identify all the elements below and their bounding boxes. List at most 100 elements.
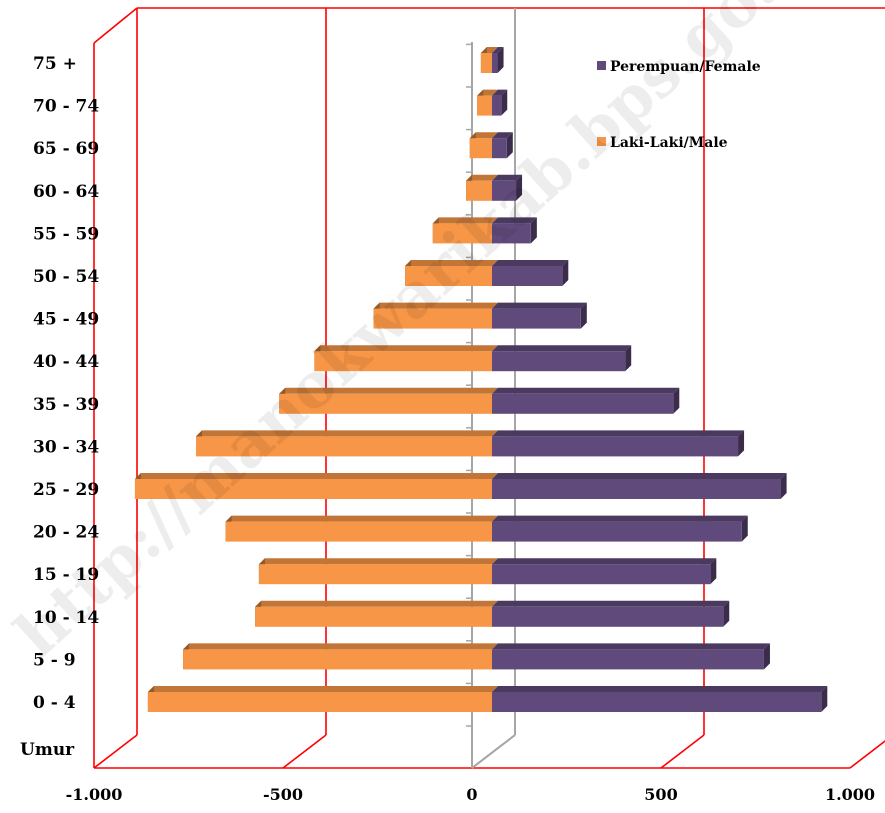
- bar-female: [492, 260, 569, 286]
- bar-top-face: [492, 174, 523, 181]
- category-label: 5 - 9: [33, 650, 76, 670]
- bar-female: [492, 132, 513, 159]
- category-label: 30 - 34: [33, 437, 99, 457]
- bar-front-face: [492, 138, 507, 159]
- bar-female: [492, 643, 770, 670]
- bar-female: [492, 217, 537, 244]
- bar-top-face: [466, 174, 498, 181]
- bar-male: [255, 600, 498, 627]
- category-label: 35 - 39: [33, 395, 99, 415]
- bar-top-face: [225, 515, 498, 522]
- x-tick-label: 0: [466, 785, 477, 804]
- bar-side-face: [506, 132, 513, 159]
- bar-side-face: [710, 558, 717, 585]
- category-label: 50 - 54: [33, 267, 99, 287]
- bar-front-face: [492, 649, 764, 670]
- bar-front-face: [492, 692, 822, 712]
- bar-male: [477, 89, 498, 116]
- bar-side-face: [516, 174, 523, 201]
- bar-side-face: [501, 89, 508, 116]
- bar-front-face: [492, 53, 498, 73]
- category-label: 10 - 14: [33, 608, 99, 628]
- bar-side-face: [780, 473, 787, 499]
- x-tick-label: -500: [263, 785, 303, 804]
- bar-front-face: [469, 138, 492, 159]
- bar-front-face: [466, 180, 492, 201]
- bar-front-face: [492, 308, 581, 329]
- bar-female: [492, 600, 730, 627]
- gridline-floor: [282, 734, 327, 769]
- bar-side-face: [580, 302, 587, 329]
- bar-top-face: [492, 558, 717, 565]
- bar-front-face: [183, 649, 493, 670]
- bar-front-face: [373, 308, 492, 329]
- bar-male: [134, 473, 498, 499]
- bar-male: [469, 132, 498, 159]
- bar-front-face: [477, 95, 492, 116]
- gridline-floor: [93, 734, 138, 769]
- bar-front-face: [480, 53, 492, 73]
- category-label: 75 +: [33, 54, 77, 74]
- category-label: 55 - 59: [33, 224, 99, 244]
- bar-top-face: [492, 89, 508, 96]
- category-label: 65 - 69: [33, 139, 99, 159]
- bar-top-face: [373, 302, 498, 309]
- bar-top-face: [492, 47, 504, 53]
- bar-female: [492, 430, 745, 457]
- bar-front-face: [147, 692, 492, 712]
- bar-top-face: [492, 387, 680, 394]
- bar-top-face: [492, 430, 745, 437]
- gridline-floor: [849, 740, 885, 769]
- bar-front-face: [134, 479, 492, 499]
- bar-front-face: [225, 521, 492, 542]
- gridline-floor: [660, 734, 705, 769]
- bar-male: [196, 430, 498, 457]
- bar-top-face: [492, 260, 569, 266]
- bar-side-face: [723, 600, 730, 627]
- bar-male: [373, 302, 498, 329]
- bar-male: [314, 345, 498, 372]
- bar-front-face: [492, 521, 742, 542]
- bar-front-face: [492, 223, 531, 244]
- bar-top-face: [255, 600, 498, 607]
- bar-top-face: [492, 686, 828, 692]
- bar-layer: [134, 47, 828, 712]
- x-tick-label: 500: [644, 785, 677, 804]
- bar-female: [492, 558, 717, 585]
- bar-male: [279, 387, 498, 414]
- bar-side-face: [530, 217, 537, 244]
- bar-top-face: [492, 345, 632, 352]
- bar-top-face: [258, 558, 498, 565]
- category-label: 40 - 44: [33, 352, 99, 372]
- category-label: 0 - 4: [33, 693, 76, 713]
- bar-male: [480, 47, 498, 73]
- legend-swatch-male: [597, 137, 606, 146]
- bar-side-face: [673, 387, 680, 414]
- x-tick-label: -1.000: [66, 785, 123, 804]
- bar-top-face: [492, 643, 770, 650]
- category-label: 15 - 19: [33, 565, 99, 585]
- bar-side-face: [741, 515, 748, 542]
- label-layer: -1.000 -500 0 500 1.000 0 - 4 5 - 9 10 - 14 15 -…: [33, 54, 875, 804]
- bar-front-face: [492, 564, 711, 585]
- bar-top-face: [134, 473, 498, 479]
- bar-front-face: [492, 606, 724, 627]
- bar-female: [492, 515, 748, 542]
- bar-front-face: [492, 180, 517, 201]
- bar-female: [492, 302, 587, 329]
- bar-side-face: [821, 686, 828, 712]
- legend-label-male: Laki-Laki/Male: [610, 135, 728, 151]
- side-wall-edge: [93, 7, 138, 44]
- bar-male: [225, 515, 498, 542]
- bar-top-face: [147, 686, 498, 692]
- bar-male: [183, 643, 499, 670]
- bar-side-face: [497, 47, 504, 73]
- bar-male: [405, 260, 498, 286]
- category-axis-title: Umur: [20, 740, 75, 760]
- bar-top-face: [405, 260, 498, 266]
- bar-male: [258, 558, 498, 585]
- legend: Perempuan/Female Laki-Laki/Male: [597, 59, 761, 151]
- legend-swatch-female: [597, 61, 606, 70]
- bar-top-face: [492, 302, 587, 309]
